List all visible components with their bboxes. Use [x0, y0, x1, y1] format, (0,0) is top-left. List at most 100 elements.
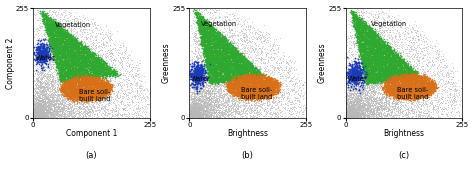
Point — [74, 90, 82, 93]
Point — [369, 50, 376, 53]
Point — [344, 110, 352, 112]
Point — [78, 76, 86, 79]
Point — [37, 115, 45, 117]
Point — [32, 115, 40, 118]
Point — [43, 111, 51, 114]
Point — [80, 88, 87, 91]
Point — [190, 93, 198, 96]
Point — [270, 93, 278, 96]
Point — [39, 91, 46, 94]
Point — [236, 75, 244, 78]
Point — [418, 76, 426, 79]
Point — [88, 98, 95, 101]
Point — [85, 94, 92, 97]
Point — [40, 9, 47, 12]
Point — [453, 88, 461, 90]
Point — [400, 113, 407, 116]
Point — [55, 95, 62, 98]
Point — [53, 85, 61, 88]
Point — [204, 104, 212, 106]
Point — [349, 115, 357, 118]
Point — [373, 58, 380, 61]
Point — [353, 25, 361, 27]
Point — [43, 112, 51, 115]
Point — [392, 102, 400, 105]
Point — [386, 42, 394, 45]
Point — [117, 85, 125, 87]
Point — [365, 57, 373, 59]
Point — [394, 79, 402, 82]
Point — [258, 80, 266, 83]
Point — [63, 81, 70, 83]
Point — [388, 91, 395, 94]
Point — [234, 77, 241, 80]
Point — [207, 112, 215, 115]
Point — [203, 45, 210, 48]
Point — [350, 78, 357, 81]
Point — [57, 48, 65, 51]
Point — [375, 26, 383, 29]
Point — [67, 88, 74, 90]
Point — [210, 104, 218, 106]
Point — [89, 88, 97, 90]
Point — [378, 10, 385, 13]
Point — [189, 114, 196, 116]
Point — [388, 83, 396, 85]
Point — [197, 75, 205, 78]
Point — [117, 71, 125, 74]
Point — [60, 84, 68, 87]
Point — [240, 87, 248, 90]
Point — [391, 91, 398, 94]
Point — [49, 97, 57, 100]
Point — [84, 33, 92, 35]
Point — [429, 87, 437, 90]
Point — [109, 109, 117, 112]
Point — [198, 66, 206, 69]
Point — [131, 95, 139, 98]
Point — [384, 57, 392, 60]
Point — [55, 43, 62, 46]
Point — [372, 31, 380, 34]
Point — [34, 115, 42, 118]
Point — [32, 111, 40, 114]
Point — [360, 80, 367, 83]
Point — [380, 74, 387, 77]
Point — [407, 69, 414, 72]
Point — [267, 77, 275, 80]
Point — [348, 78, 356, 81]
Point — [374, 109, 382, 111]
Point — [233, 52, 240, 55]
Point — [238, 47, 246, 49]
Point — [73, 54, 81, 57]
Point — [351, 116, 358, 118]
Point — [30, 46, 38, 49]
Point — [348, 92, 356, 95]
Point — [229, 51, 237, 53]
Point — [77, 87, 84, 90]
Point — [417, 110, 424, 112]
Point — [249, 93, 256, 95]
Point — [64, 80, 72, 83]
Point — [217, 111, 225, 114]
Point — [349, 20, 357, 23]
Point — [346, 115, 354, 118]
Point — [39, 89, 47, 92]
Point — [389, 86, 396, 89]
Point — [91, 91, 99, 94]
Point — [46, 113, 54, 116]
Point — [367, 107, 374, 110]
Point — [65, 79, 73, 81]
Point — [196, 112, 204, 115]
Point — [188, 112, 195, 115]
Point — [206, 30, 214, 32]
Point — [127, 63, 134, 66]
Point — [96, 80, 104, 83]
Point — [216, 53, 223, 56]
Point — [212, 29, 219, 32]
Point — [394, 69, 401, 72]
Point — [210, 14, 217, 17]
Point — [80, 59, 87, 62]
Point — [63, 49, 70, 52]
Point — [238, 63, 246, 66]
Point — [210, 46, 218, 48]
